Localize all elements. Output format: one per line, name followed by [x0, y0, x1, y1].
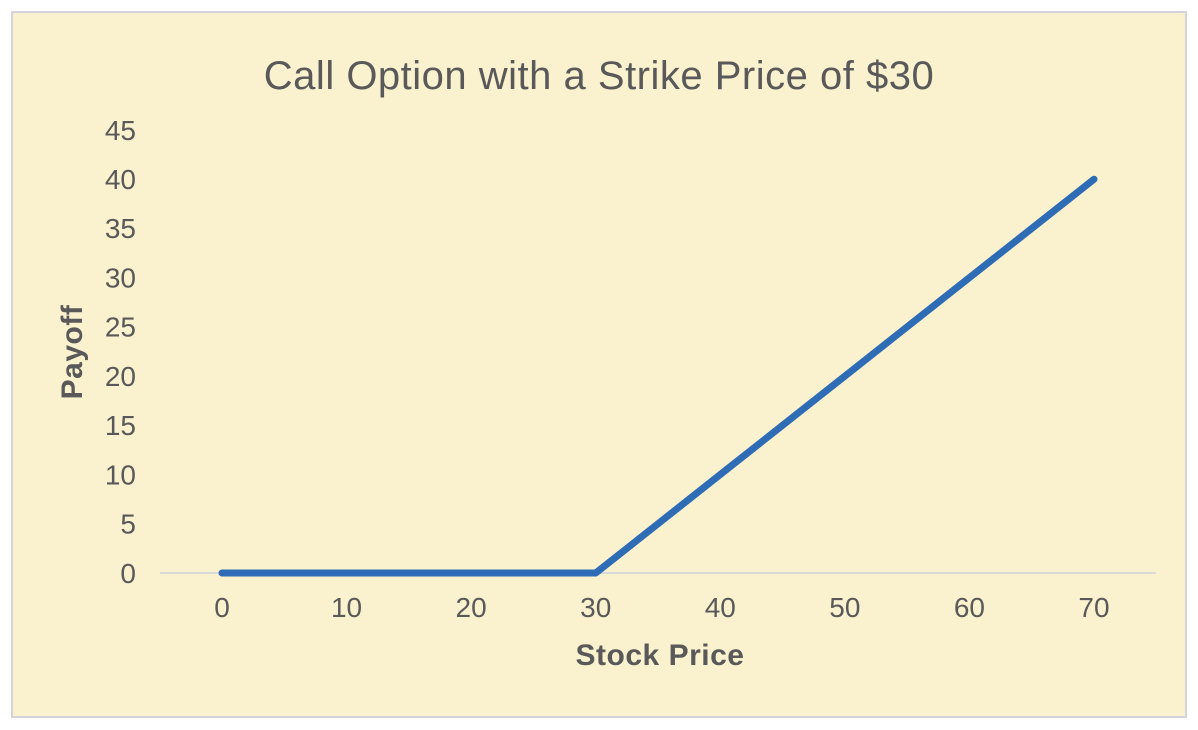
y-tick-label: 45	[105, 115, 136, 146]
x-tick-label: 30	[580, 592, 611, 623]
y-tick-label: 0	[120, 558, 136, 589]
y-tick-label: 40	[105, 164, 136, 195]
x-tick-label: 10	[331, 592, 362, 623]
payoff-line-series[interactable]	[218, 175, 1098, 577]
x-tick-label: 40	[705, 592, 736, 623]
y-tick-label: 5	[120, 509, 136, 540]
y-tick-label: 30	[105, 262, 136, 293]
y-tick-label: 10	[105, 459, 136, 490]
y-tick-label: 15	[105, 410, 136, 441]
x-axis-title: Stock Price	[575, 639, 745, 672]
chart-title: Call Option with a Strike Price of $30	[263, 54, 935, 98]
chart-area[interactable]: Call Option with a Strike Price of $30 P…	[11, 11, 1187, 718]
y-tick-label: 20	[105, 361, 136, 392]
x-tick-label: 20	[456, 592, 487, 623]
y-tick-label: 25	[105, 312, 136, 343]
x-tick-label: 60	[954, 592, 985, 623]
y-tick-label: 35	[105, 213, 136, 244]
x-tick-label: 50	[829, 592, 860, 623]
x-tick-label: 0	[214, 592, 230, 623]
x-tick-label: 70	[1078, 592, 1109, 623]
